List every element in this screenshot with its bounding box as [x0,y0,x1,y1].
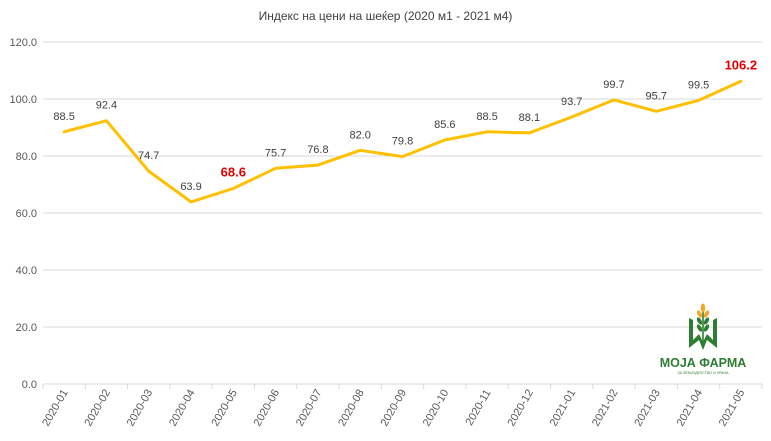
x-tick-label: 2020-04 [167,388,198,429]
data-label: 88.5 [476,111,497,123]
y-tick-label: 80.0 [16,151,37,163]
y-tick-label: 40.0 [16,265,37,277]
series-group [62,79,743,204]
x-tick-label: 2021-02 [590,388,621,429]
data-label: 76.8 [307,144,328,156]
x-tick-label: 2020-08 [336,388,367,429]
x-tick-label: 2020-03 [125,388,156,429]
x-tick-label: 2021-01 [548,388,579,429]
wheat-icon [689,303,717,350]
y-tick-label: 120.0 [9,37,37,49]
logo-tagline: ЗА ЗЕМЈОДЕЛСТВО И ХРАНА [677,371,729,375]
data-label: 93.7 [561,96,582,108]
x-tick-label: 2020-11 [464,388,494,428]
x-axis: 2020-01 2020-02 2020-03 2020-04 2020-05 2020-… [40,384,763,429]
x-tick-label: 2020-12 [505,388,536,429]
data-label: 85.6 [434,119,455,131]
x-tick-label: 2020-06 [252,388,283,429]
data-label: 99.5 [688,79,709,91]
x-tick-label: 2020-05 [209,388,240,429]
x-tick-label: 2021-05 [717,388,748,429]
data-labels: 88.5 92.4 74.7 63.9 68.6 75.7 76.8 82.0 79.8 85.6… [53,57,757,193]
data-label: 63.9 [180,181,201,193]
series-line [62,79,743,204]
data-label: 82.0 [349,129,370,141]
chart-title: Индекс на цени на шеќер (2020 м1 - 2021 … [259,9,513,23]
data-label: 75.7 [265,147,286,159]
moja-farma-logo: МОЈА ФАРМА ЗА ЗЕМЈОДЕЛСТВО И ХРАНА [660,303,747,375]
x-tick-label: 2021-03 [632,388,663,429]
y-tick-label: 100.0 [9,94,37,106]
x-tick-label: 2020-07 [294,388,325,429]
data-label: 92.4 [96,100,117,112]
y-axis: 0.0 20.0 40.0 60.0 80.0 100.0 120.0 [9,37,37,391]
data-label: 88.1 [519,112,540,124]
x-tick-label: 2020-09 [379,388,410,429]
data-label: 99.7 [603,79,624,91]
data-label: 79.8 [392,136,413,148]
y-tick-label: 60.0 [16,208,37,220]
logo-brand-text: МОЈА ФАРМА [660,356,747,370]
data-label: 74.7 [138,150,159,162]
data-label-highlight: 68.6 [221,164,246,179]
y-tick-label: 0.0 [22,379,37,391]
y-tick-label: 20.0 [16,322,37,334]
data-label-highlight: 106.2 [725,57,758,72]
data-label: 88.5 [53,111,74,123]
x-tick-label: 2020-10 [421,388,452,429]
x-tick-label: 2020-02 [82,388,113,429]
x-tick-label: 2020-01 [40,388,71,429]
data-label: 95.7 [646,90,667,102]
x-tick-label: 2021-04 [675,388,706,429]
